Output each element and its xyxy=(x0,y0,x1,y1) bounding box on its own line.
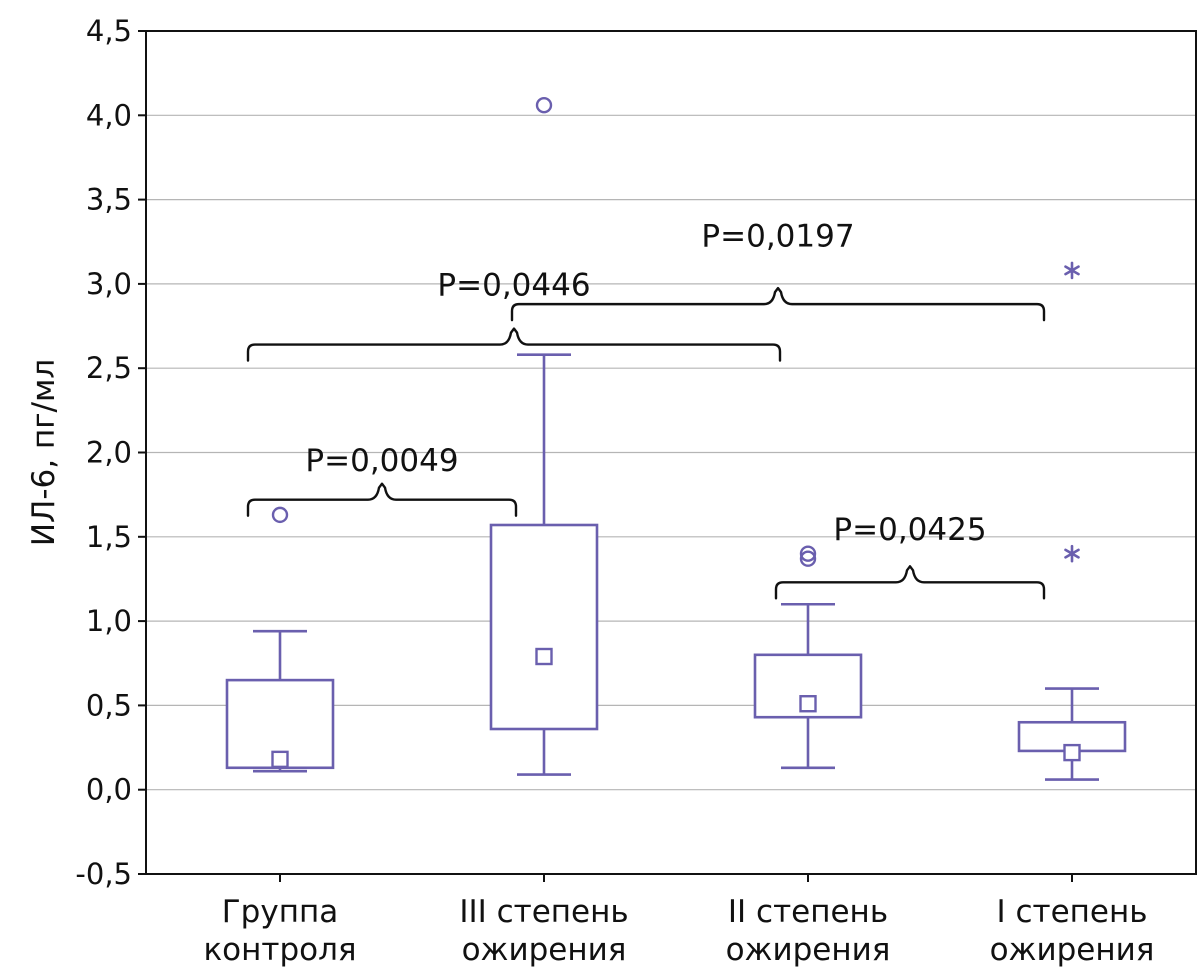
outlier-point xyxy=(535,96,553,114)
x-category-label: ожирения xyxy=(990,932,1155,968)
y-tick-label: 2,5 xyxy=(86,351,132,385)
significance-bracket: P=0,0049 xyxy=(246,443,518,517)
box-group xyxy=(1017,261,1127,781)
outlier-point xyxy=(271,506,289,524)
outlier-point xyxy=(799,545,817,562)
grid-lines xyxy=(146,30,1196,791)
y-tick-label: 1,0 xyxy=(86,604,132,638)
x-category-label: II степень xyxy=(728,894,888,930)
outlier-point xyxy=(799,550,817,567)
plot-area xyxy=(225,96,1127,781)
p-value-label: P=0,0425 xyxy=(833,512,986,548)
p-value-label: P=0,0446 xyxy=(437,268,590,304)
y-tick-label: 1,5 xyxy=(86,520,132,554)
y-tick-label: 0,0 xyxy=(86,773,132,807)
p-value-label: P=0,0049 xyxy=(305,443,458,479)
x-category-label: ожирения xyxy=(726,932,891,968)
axes: 4,5 4,0 3,5 3,0 2,5 2,0 1,5 1,0 0,5 0,0 -0,5 xyxy=(75,14,1197,891)
median-marker xyxy=(535,647,553,666)
brace-path xyxy=(774,565,1046,600)
x-category-label: III степень xyxy=(459,894,628,930)
y-tick-label: -0,5 xyxy=(75,857,132,891)
brace-path xyxy=(246,327,782,362)
median-marker xyxy=(1063,743,1081,762)
extreme-point xyxy=(1064,261,1080,280)
significance-bracket: P=0,0425 xyxy=(774,512,1046,600)
significance-bracket: P=0,0446 xyxy=(246,268,782,362)
x-category-label: контроля xyxy=(203,932,356,968)
y-axis-title: ИЛ-6, пг/мл xyxy=(26,359,62,546)
y-tick-label: 4,5 xyxy=(86,14,132,48)
p-value-label: P=0,0197 xyxy=(701,219,854,255)
y-tick-label: 2,0 xyxy=(86,436,132,470)
median-marker xyxy=(799,695,817,713)
y-tick-label: 3,0 xyxy=(86,267,132,301)
box-group xyxy=(753,545,863,770)
y-tick-label: 0,5 xyxy=(86,688,132,722)
brace-path xyxy=(510,286,1046,322)
x-category-label: Группа xyxy=(222,894,338,930)
box-group xyxy=(225,506,335,773)
significance-annotations: P=0,0049 P=0,0446 P=0,0197 P=0,0425 xyxy=(246,219,1046,600)
significance-bracket: P=0,0197 xyxy=(510,219,1046,322)
x-category-label: I степень xyxy=(996,894,1147,930)
iqr-box xyxy=(489,523,599,731)
brace-path xyxy=(246,482,518,517)
median-marker xyxy=(271,750,289,769)
extreme-point xyxy=(1064,544,1080,563)
box-group xyxy=(489,96,599,776)
y-tick-label: 4,0 xyxy=(86,98,132,132)
x-category-label: ожирения xyxy=(462,932,627,968)
y-tick-label: 3,5 xyxy=(86,183,132,217)
